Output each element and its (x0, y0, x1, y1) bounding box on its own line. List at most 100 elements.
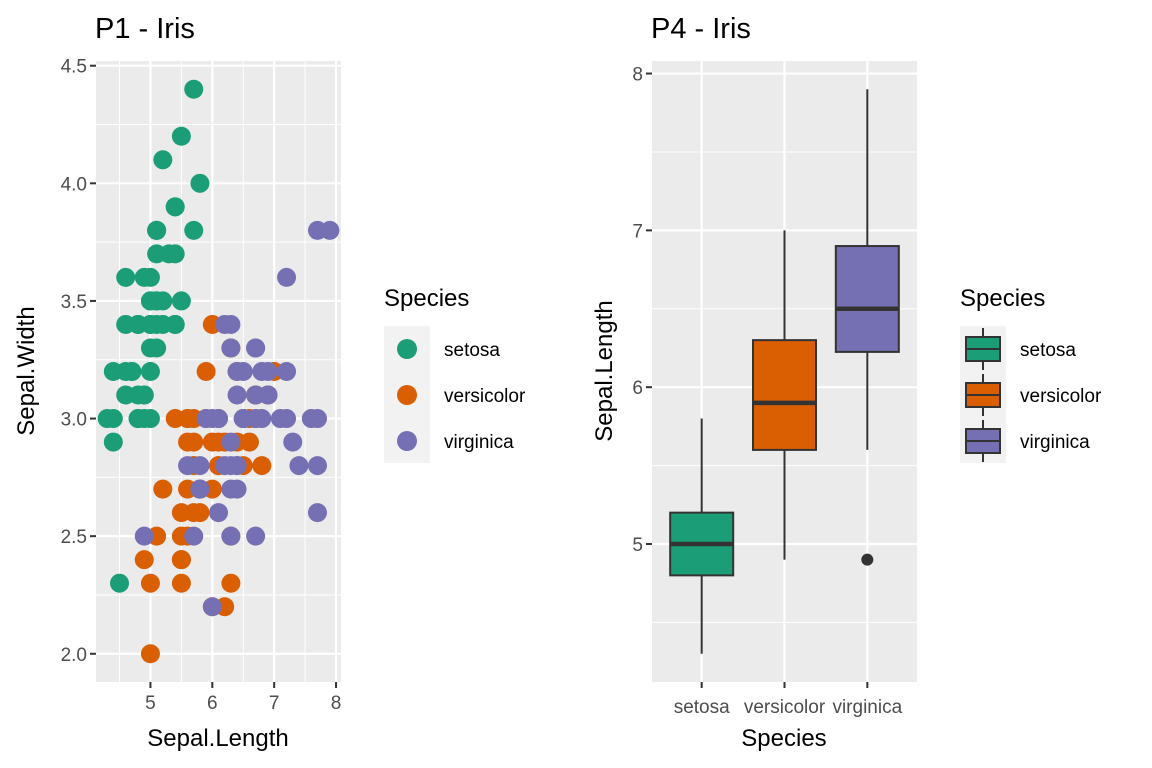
data-point-virginica (307, 456, 327, 476)
boxplot-title: P4 - Iris (651, 13, 751, 45)
data-point-virginica (277, 362, 297, 381)
boxplot-legend-title: Species (960, 285, 1045, 312)
data-point-virginica (221, 432, 241, 452)
data-point-setosa (140, 362, 160, 381)
data-point-versicolor (171, 573, 191, 593)
y-tick-label: 5 (632, 535, 643, 556)
legend-label-setosa: setosa (1020, 340, 1076, 361)
data-point-virginica (227, 362, 247, 381)
y-tick-label: 4.0 (61, 174, 87, 195)
scatter-points (97, 79, 340, 664)
data-point-setosa (147, 314, 167, 334)
data-point-setosa (134, 267, 154, 287)
scatter-legend-title: Species (384, 285, 469, 312)
x-tick-label: 5 (145, 693, 156, 714)
data-point-virginica (215, 314, 235, 334)
y-tick-label: 7 (632, 221, 643, 242)
data-point-setosa (128, 409, 148, 429)
boxplot-x-axis-title: Species (741, 725, 826, 752)
boxplot-y-axis-title: Sepal.Length (591, 300, 618, 441)
data-point-versicolor (140, 573, 160, 593)
data-point-setosa (184, 220, 204, 240)
x-tick-label: 8 (331, 693, 342, 714)
data-point-versicolor (184, 432, 204, 452)
data-point-virginica (283, 432, 303, 452)
data-point-virginica (277, 409, 297, 429)
data-point-versicolor (140, 644, 160, 664)
data-point-virginica (221, 456, 241, 476)
scatter-x-axis: 5 6 7 8 (145, 682, 341, 714)
scatter-y-axis-title: Sepal.Width (13, 306, 40, 435)
data-point-setosa (171, 291, 191, 311)
data-point-virginica (227, 385, 247, 405)
data-point-versicolor (221, 573, 241, 593)
data-point-virginica (134, 526, 154, 546)
legend-label-virginica: virginica (1020, 432, 1090, 453)
data-point-setosa (159, 244, 179, 264)
scatter-y-axis: 2.0 2.5 3.0 3.5 4.0 4.5 (61, 57, 96, 666)
x-tick-label: setosa (674, 697, 730, 718)
data-point-versicolor (153, 479, 173, 499)
data-point-setosa (190, 173, 210, 193)
data-point-setosa (153, 150, 173, 170)
data-point-setosa (184, 79, 204, 99)
box-iqr (752, 339, 817, 451)
data-point-setosa (116, 267, 136, 287)
data-point-virginica (320, 220, 340, 240)
y-tick-label: 3.5 (61, 292, 87, 313)
box-versicolor (752, 230, 817, 560)
data-point-virginica (221, 338, 241, 358)
data-point-setosa (171, 126, 191, 146)
data-point-virginica (196, 409, 216, 429)
data-point-virginica (252, 362, 272, 381)
box-setosa (669, 418, 735, 654)
scatter-title: P1 - Iris (95, 13, 195, 45)
data-point-setosa (103, 409, 123, 429)
outlier-point (861, 553, 874, 566)
box-virginica (834, 89, 900, 566)
legend-key-setosa (965, 328, 1001, 370)
data-point-virginica (184, 526, 204, 546)
data-point-versicolor (171, 550, 191, 570)
x-tick-label: 7 (269, 693, 280, 714)
legend-label-versicolor: versicolor (1020, 386, 1102, 407)
legend-label-setosa: setosa (444, 340, 500, 361)
data-point-setosa (116, 362, 136, 381)
data-point-setosa (140, 338, 160, 358)
data-point-setosa (147, 220, 167, 240)
legend-key-versicolor (397, 385, 417, 405)
data-point-virginica (258, 385, 278, 405)
data-point-virginica (307, 503, 327, 523)
data-point-versicolor (190, 503, 210, 523)
y-tick-label: 4.5 (61, 57, 87, 78)
data-point-virginica (190, 479, 210, 499)
scatter-x-axis-title: Sepal.Length (147, 725, 288, 752)
boxplot-y-axis: 5 6 7 8 (632, 65, 652, 556)
data-point-setosa (165, 197, 185, 217)
data-point-setosa (140, 291, 160, 311)
scatter-plot: P1 - Iris 2.0 2.5 3.0 3.5 4.0 4.5 5 6 7 8 Sepal.… (13, 13, 526, 752)
boxplot: P4 - Iris 5 6 7 8 setosa versicolor virginica… (591, 13, 1102, 752)
legend-label-versicolor: versicolor (444, 386, 526, 407)
data-point-virginica (178, 456, 198, 476)
boxplot-legend: Species setosa versicolor virginica (960, 285, 1102, 463)
data-point-virginica (307, 409, 327, 429)
data-point-virginica (202, 597, 222, 617)
legend-key-setosa (397, 339, 417, 359)
data-point-virginica (246, 338, 266, 358)
scatter-legend: Species setosa versicolor virginica (384, 285, 526, 463)
boxplot-boxes (669, 89, 900, 654)
data-point-setosa (103, 432, 123, 452)
box-iqr (834, 245, 900, 353)
data-point-versicolor (252, 456, 272, 476)
data-point-versicolor (171, 503, 191, 523)
y-tick-label: 8 (632, 65, 643, 86)
data-point-versicolor (134, 550, 154, 570)
data-point-setosa (110, 573, 130, 593)
y-tick-label: 2.0 (61, 645, 87, 666)
data-point-virginica (277, 267, 297, 287)
data-point-setosa (134, 385, 154, 405)
data-point-virginica (209, 503, 228, 523)
legend-label-virginica: virginica (444, 432, 514, 453)
